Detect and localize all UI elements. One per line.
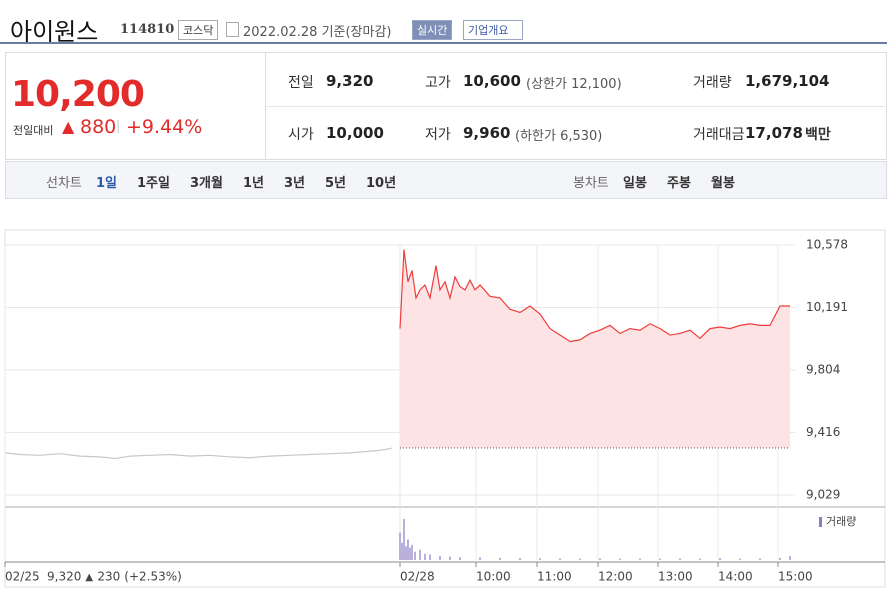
up-arrow: ▲ bbox=[85, 572, 93, 583]
change: 880 bbox=[80, 116, 117, 138]
tab-group-label: 봉차트 bbox=[573, 176, 609, 191]
volume-bar bbox=[407, 539, 409, 560]
volume-bar bbox=[479, 557, 481, 560]
market-badge: 코스닥 bbox=[178, 20, 219, 40]
stat-note: (상한가 12,100) bbox=[526, 77, 622, 92]
tab[interactable]: 주봉 bbox=[667, 176, 691, 191]
volume-bar bbox=[403, 518, 405, 560]
y-tick-label: 10,578 bbox=[806, 238, 848, 252]
volume-bar bbox=[424, 553, 426, 560]
volume-bar bbox=[659, 558, 661, 560]
x-tick-label: 11:00 bbox=[537, 570, 572, 584]
divider bbox=[265, 53, 266, 159]
stat-label: 시가 bbox=[288, 127, 314, 143]
stat-value: 9,320 bbox=[326, 72, 374, 90]
volume-bar bbox=[739, 558, 741, 560]
realtime-button[interactable]: 실시간 bbox=[412, 20, 453, 40]
tab[interactable]: 1년 bbox=[243, 176, 265, 191]
volume-bar bbox=[429, 554, 431, 560]
tab[interactable]: 일봉 bbox=[623, 176, 647, 191]
prev-change-pct: (+2.53%) bbox=[124, 570, 182, 584]
stat-value: 17,078 bbox=[745, 124, 803, 142]
tab-bar bbox=[5, 161, 887, 199]
volume-bar bbox=[439, 555, 441, 560]
legend-swatch bbox=[819, 517, 822, 527]
volume-bar bbox=[699, 558, 701, 560]
tab[interactable]: 3개월 bbox=[190, 176, 223, 191]
y-tick-label: 10,191 bbox=[806, 300, 848, 314]
x-tick-label: 12:00 bbox=[598, 570, 633, 584]
x-tick-label: 02/28 bbox=[400, 570, 435, 584]
y-tick-label: 9,804 bbox=[806, 362, 840, 376]
divider bbox=[266, 106, 885, 107]
tab[interactable]: 10년 bbox=[366, 176, 397, 191]
volume-bar bbox=[599, 558, 601, 560]
y-tick-label: 9,416 bbox=[806, 425, 840, 439]
tab[interactable]: 5년 bbox=[325, 176, 347, 191]
stat-value: 9,960 bbox=[463, 124, 511, 142]
volume-bar bbox=[579, 558, 581, 560]
stat-unit: 백만 bbox=[805, 127, 831, 143]
volume-bar bbox=[409, 547, 411, 560]
volume-bar bbox=[419, 549, 421, 560]
volume-bar bbox=[411, 544, 413, 560]
price-line bbox=[4, 447, 393, 460]
change-pct: +9.44% bbox=[126, 116, 203, 138]
volume-bar bbox=[789, 555, 791, 560]
volume-bar bbox=[639, 558, 641, 560]
volume-bar bbox=[759, 558, 761, 560]
up-arrow: ▲ bbox=[62, 117, 75, 136]
header-rule bbox=[0, 42, 887, 44]
price-line bbox=[399, 249, 790, 343]
x-tick-label: 15:00 bbox=[778, 570, 813, 584]
stat-label: 고가 bbox=[425, 75, 451, 91]
x-tick-label: 13:00 bbox=[658, 570, 693, 584]
volume-bar bbox=[559, 558, 561, 560]
tab-group-label: 선차트 bbox=[46, 176, 82, 191]
volume-bar bbox=[399, 532, 401, 560]
stat-label: 거래대금 bbox=[693, 127, 745, 143]
y-tick-label: 9,029 bbox=[806, 488, 840, 502]
stat-label: 저가 bbox=[425, 127, 451, 143]
separator: | bbox=[116, 119, 121, 134]
tab[interactable]: 1주일 bbox=[137, 176, 170, 191]
volume-bar bbox=[719, 557, 721, 560]
tab[interactable]: 3년 bbox=[284, 176, 306, 191]
stock-code: 114810 bbox=[120, 22, 175, 37]
volume-bar bbox=[779, 557, 781, 560]
date: 2022.02.28 기준(장마감) bbox=[243, 25, 392, 40]
stock-name: 아이원스 bbox=[10, 18, 99, 46]
price: 10,200 bbox=[11, 74, 145, 115]
calendar-icon bbox=[226, 22, 239, 37]
prev-change: 230 bbox=[97, 570, 120, 584]
volume-bar bbox=[401, 542, 403, 560]
stat-value: 10,600 bbox=[463, 72, 521, 90]
tab[interactable]: 월봉 bbox=[711, 176, 735, 191]
x-tick-label: 10:00 bbox=[476, 570, 511, 584]
company-button[interactable]: 기업개요 bbox=[463, 20, 524, 40]
volume-bar bbox=[539, 558, 541, 560]
area bbox=[400, 249, 790, 449]
stat-value: 10,000 bbox=[326, 124, 384, 142]
volume-bar bbox=[449, 556, 451, 560]
stat-note: (하한가 6,530) bbox=[515, 129, 603, 144]
legend-label: 거래량 bbox=[826, 515, 856, 528]
volume-bar bbox=[519, 557, 521, 560]
volume-bar bbox=[619, 558, 621, 560]
x-tick-label: 14:00 bbox=[718, 570, 753, 584]
volume-bar bbox=[405, 546, 407, 560]
change-label: 전일대비 bbox=[13, 124, 54, 137]
tab[interactable]: 1일 bbox=[96, 176, 118, 191]
volume-bar bbox=[499, 557, 501, 560]
stat-label: 거래량 bbox=[693, 75, 732, 91]
volume-bar bbox=[679, 558, 681, 560]
prev-close: 9,320 bbox=[47, 570, 81, 584]
stat-value: 1,679,104 bbox=[745, 72, 830, 90]
volume-bar bbox=[414, 551, 416, 560]
stat-label: 전일 bbox=[288, 75, 314, 91]
x-tick-label: 02/25 bbox=[5, 570, 40, 584]
volume-bar bbox=[459, 557, 461, 560]
